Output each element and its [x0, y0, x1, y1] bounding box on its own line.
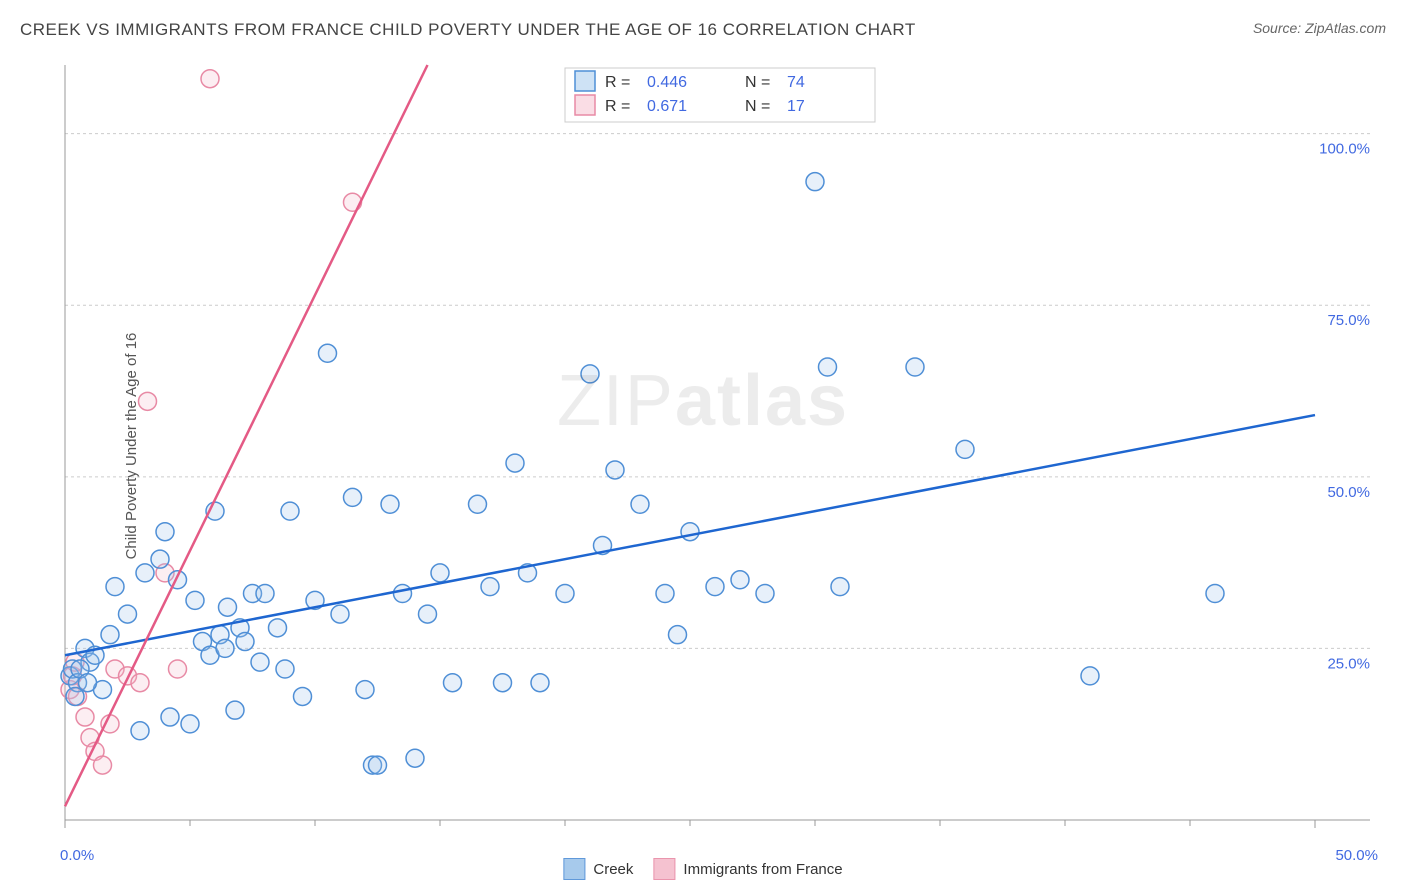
data-point: [1206, 585, 1224, 603]
data-point: [344, 488, 362, 506]
legend-r-label: R =: [605, 74, 630, 91]
legend-n-value: 74: [787, 74, 805, 91]
data-point: [406, 749, 424, 767]
legend-swatch: [653, 858, 675, 880]
data-point: [216, 639, 234, 657]
legend-n-value: 17: [787, 98, 805, 115]
x-tick-label: 0.0%: [60, 847, 94, 864]
legend-label: Creek: [593, 861, 633, 878]
data-point: [181, 715, 199, 733]
data-point: [201, 70, 219, 88]
legend-swatch: [575, 95, 595, 115]
data-point: [94, 756, 112, 774]
data-point: [294, 687, 312, 705]
data-point: [481, 578, 499, 596]
data-point: [494, 674, 512, 692]
data-point: [469, 495, 487, 513]
data-point: [151, 550, 169, 568]
data-point: [1081, 667, 1099, 685]
svg-text:50.0%: 50.0%: [1327, 484, 1370, 501]
trend-line: [65, 415, 1315, 655]
legend-item: Immigrants from France: [653, 858, 842, 880]
bottom-legend: Creek Immigrants from France: [563, 858, 842, 880]
legend-label: Immigrants from France: [683, 861, 842, 878]
svg-text:25.0%: 25.0%: [1327, 655, 1370, 672]
scatter-chart: 25.0% 50.0% 75.0% 100.0% R = 0.446 N = 74 R = 0.6…: [60, 60, 1380, 830]
data-point: [156, 523, 174, 541]
data-point: [506, 454, 524, 472]
data-point: [269, 619, 287, 637]
data-point: [236, 633, 254, 651]
data-point: [381, 495, 399, 513]
data-point: [119, 605, 137, 623]
data-point: [131, 722, 149, 740]
data-point: [431, 564, 449, 582]
data-point: [251, 653, 269, 671]
legend-n-label: N =: [745, 98, 770, 115]
x-tick-label: 50.0%: [1335, 847, 1378, 864]
data-point: [631, 495, 649, 513]
data-point: [369, 756, 387, 774]
legend-r-value: 0.671: [647, 98, 687, 115]
data-point: [161, 708, 179, 726]
legend-swatch: [563, 858, 585, 880]
data-point: [256, 585, 274, 603]
chart-source: Source: ZipAtlas.com: [1253, 20, 1386, 36]
data-point: [756, 585, 774, 603]
data-point: [276, 660, 294, 678]
legend-r-value: 0.446: [647, 74, 687, 91]
data-point: [656, 585, 674, 603]
data-point: [956, 440, 974, 458]
data-point: [394, 585, 412, 603]
chart-title: CREEK VS IMMIGRANTS FROM FRANCE CHILD PO…: [20, 20, 916, 40]
data-point: [79, 674, 97, 692]
legend-n-label: N =: [745, 74, 770, 91]
data-point: [731, 571, 749, 589]
svg-text:75.0%: 75.0%: [1327, 312, 1370, 329]
data-point: [444, 674, 462, 692]
data-point: [106, 578, 124, 596]
data-point: [131, 674, 149, 692]
data-point: [169, 660, 187, 678]
data-point: [219, 598, 237, 616]
data-point: [319, 344, 337, 362]
data-point: [186, 591, 204, 609]
data-point: [101, 626, 119, 644]
data-point: [906, 358, 924, 376]
data-point: [419, 605, 437, 623]
data-point: [356, 681, 374, 699]
data-point: [806, 173, 824, 191]
legend-swatch: [575, 71, 595, 91]
legend-item: Creek: [563, 858, 633, 880]
legend-r-label: R =: [605, 98, 630, 115]
data-point: [581, 365, 599, 383]
data-point: [136, 564, 154, 582]
data-point: [101, 715, 119, 733]
data-point: [531, 674, 549, 692]
data-point: [281, 502, 299, 520]
data-point: [706, 578, 724, 596]
data-point: [606, 461, 624, 479]
data-point: [831, 578, 849, 596]
data-point: [556, 585, 574, 603]
data-point: [819, 358, 837, 376]
svg-text:100.0%: 100.0%: [1319, 141, 1370, 158]
data-point: [76, 708, 94, 726]
data-point: [669, 626, 687, 644]
trend-line: [65, 65, 428, 806]
chart-svg: 25.0% 50.0% 75.0% 100.0% R = 0.446 N = 74 R = 0.6…: [60, 60, 1380, 830]
data-point: [331, 605, 349, 623]
data-point: [344, 193, 362, 211]
chart-header: CREEK VS IMMIGRANTS FROM FRANCE CHILD PO…: [20, 20, 1386, 40]
data-point: [139, 392, 157, 410]
data-point: [681, 523, 699, 541]
data-point: [226, 701, 244, 719]
